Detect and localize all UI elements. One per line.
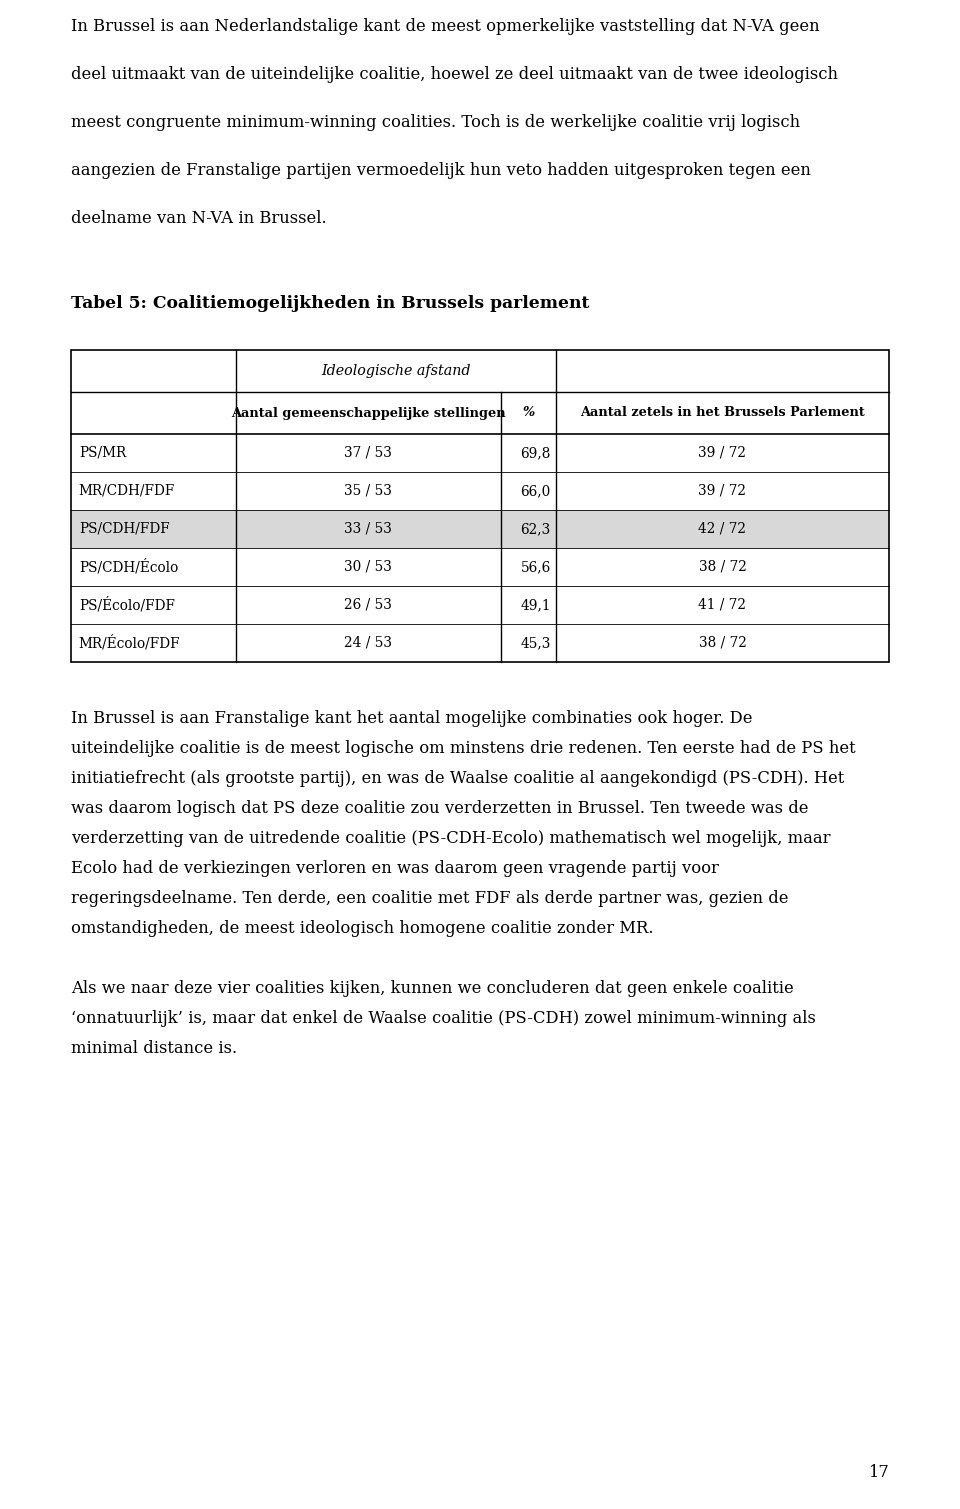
Text: %: %	[522, 406, 535, 420]
Text: aangezien de Franstalige partijen vermoedelijk hun veto hadden uitgesproken tege: aangezien de Franstalige partijen vermoe…	[71, 161, 810, 180]
Text: 33 / 53: 33 / 53	[345, 522, 393, 536]
Text: 24 / 53: 24 / 53	[345, 635, 393, 650]
Text: 69,8: 69,8	[520, 447, 551, 460]
Text: PS/MR: PS/MR	[79, 447, 126, 460]
Text: 49,1: 49,1	[520, 598, 551, 613]
Text: deel uitmaakt van de uiteindelijke coalitie, hoewel ze deel uitmaakt van de twee: deel uitmaakt van de uiteindelijke coali…	[71, 66, 838, 83]
Text: meest congruente minimum-winning coalities. Toch is de werkelijke coalitie vrij : meest congruente minimum-winning coaliti…	[71, 115, 800, 131]
Text: MR/CDH/FDF: MR/CDH/FDF	[79, 484, 175, 498]
Text: 41 / 72: 41 / 72	[699, 598, 747, 613]
Text: PS/CDH/FDF: PS/CDH/FDF	[79, 522, 170, 536]
Text: omstandigheden, de meest ideologisch homogene coalitie zonder MR.: omstandigheden, de meest ideologisch hom…	[71, 920, 654, 937]
Text: PS/CDH/Écolo: PS/CDH/Écolo	[79, 560, 178, 575]
Text: 39 / 72: 39 / 72	[699, 484, 747, 498]
Text: 35 / 53: 35 / 53	[345, 484, 393, 498]
Text: 42 / 72: 42 / 72	[699, 522, 747, 536]
Text: 66,0: 66,0	[520, 484, 551, 498]
Text: 38 / 72: 38 / 72	[699, 635, 747, 650]
Text: MR/Écolo/FDF: MR/Écolo/FDF	[79, 635, 180, 650]
Text: 17: 17	[869, 1464, 889, 1480]
Bar	[71, 510, 889, 548]
Text: regeringsdeelname. Ten derde, een coalitie met FDF als derde partner was, gezien: regeringsdeelname. Ten derde, een coalit…	[71, 890, 788, 907]
Text: 45,3: 45,3	[520, 635, 551, 650]
Text: ‘onnatuurlijk’ is, maar dat enkel de Waalse coalitie (PS-CDH) zowel minimum-winn: ‘onnatuurlijk’ is, maar dat enkel de Waa…	[71, 1010, 816, 1028]
Text: deelname van N-VA in Brussel.: deelname van N-VA in Brussel.	[71, 210, 326, 226]
Text: Ecolo had de verkiezingen verloren en was daarom geen vragende partij voor: Ecolo had de verkiezingen verloren en wa…	[71, 860, 719, 877]
Text: 56,6: 56,6	[520, 560, 551, 573]
Text: 39 / 72: 39 / 72	[699, 447, 747, 460]
Text: PS/Écolo/FDF: PS/Écolo/FDF	[79, 598, 175, 613]
Text: 26 / 53: 26 / 53	[345, 598, 393, 613]
Text: uiteindelijke coalitie is de meest logische om minstens drie redenen. Ten eerste: uiteindelijke coalitie is de meest logis…	[71, 739, 855, 758]
Bar	[71, 350, 889, 662]
Text: initiatiefrecht (als grootste partij), en was de Waalse coalitie al aangekondigd: initiatiefrecht (als grootste partij), e…	[71, 770, 844, 788]
Text: 38 / 72: 38 / 72	[699, 560, 747, 573]
Text: In Brussel is aan Nederlandstalige kant de meest opmerkelijke vaststelling dat N: In Brussel is aan Nederlandstalige kant …	[71, 18, 820, 35]
Text: Aantal gemeenschappelijke stellingen: Aantal gemeenschappelijke stellingen	[231, 406, 506, 420]
Text: Als we naar deze vier coalities kijken, kunnen we concluderen dat geen enkele co: Als we naar deze vier coalities kijken, …	[71, 979, 794, 997]
Text: verderzetting van de uitredende coalitie (PS-CDH-Ecolo) mathematisch wel mogelij: verderzetting van de uitredende coalitie…	[71, 830, 830, 847]
Text: 37 / 53: 37 / 53	[345, 447, 393, 460]
Text: In Brussel is aan Franstalige kant het aantal mogelijke combinaties ook hoger. D: In Brussel is aan Franstalige kant het a…	[71, 711, 753, 727]
Text: Aantal zetels in het Brussels Parlement: Aantal zetels in het Brussels Parlement	[580, 406, 865, 420]
Text: 62,3: 62,3	[520, 522, 551, 536]
Text: 30 / 53: 30 / 53	[345, 560, 393, 573]
Text: Ideologische afstand: Ideologische afstand	[321, 364, 470, 377]
Text: minimal distance is.: minimal distance is.	[71, 1040, 237, 1056]
Text: Tabel 5: Coalitiemogelijkheden in Brussels parlement: Tabel 5: Coalitiemogelijkheden in Brusse…	[71, 294, 589, 312]
Text: was daarom logisch dat PS deze coalitie zou verderzetten in Brussel. Ten tweede : was daarom logisch dat PS deze coalitie …	[71, 800, 808, 816]
